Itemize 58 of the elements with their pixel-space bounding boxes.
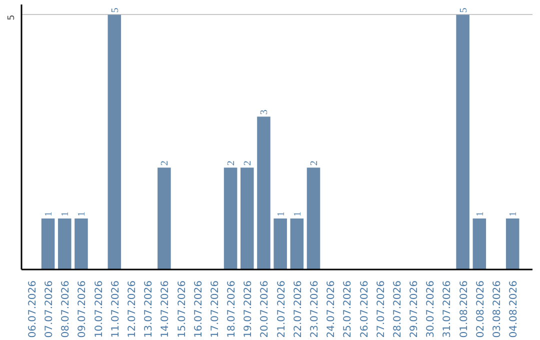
bar bbox=[158, 168, 171, 270]
data-label: 2 bbox=[242, 160, 254, 166]
x-tick-label: 31.07.2026 bbox=[442, 280, 454, 338]
x-tick-label: 30.07.2026 bbox=[426, 280, 437, 338]
x-tick-label: 21.07.2026 bbox=[276, 280, 288, 338]
bar bbox=[274, 218, 287, 270]
bar bbox=[108, 14, 122, 270]
x-tick-label: 09.07.2026 bbox=[77, 280, 88, 338]
data-label: 3 bbox=[259, 110, 270, 115]
data-label: 2 bbox=[309, 160, 320, 166]
x-tick-label: 12.07.2026 bbox=[127, 280, 138, 338]
bar bbox=[74, 218, 88, 270]
data-label: 5 bbox=[458, 8, 470, 13]
data-label: 5 bbox=[110, 8, 121, 13]
x-tick-label: 29.07.2026 bbox=[409, 280, 420, 338]
x-tick-label: 23.07.2026 bbox=[310, 280, 320, 338]
data-label: 1 bbox=[44, 212, 55, 217]
data-label: 1 bbox=[60, 212, 72, 217]
x-tick-label: 19.07.2026 bbox=[243, 280, 254, 338]
x-tick-label: 20.07.2026 bbox=[260, 280, 271, 338]
bar bbox=[472, 218, 486, 270]
bar bbox=[257, 116, 270, 270]
x-tick-label: 07.07.2026 bbox=[44, 280, 56, 338]
x-tick-label: 26.07.2026 bbox=[359, 280, 370, 338]
x-tick-label: 04.08.2026 bbox=[508, 280, 520, 338]
x-tick-label: 10.07.2026 bbox=[94, 280, 105, 338]
x-tick-label: 01.08.2026 bbox=[458, 280, 470, 338]
bar bbox=[506, 218, 520, 270]
x-tick-label: 08.07.2026 bbox=[60, 280, 72, 338]
x-tick-label: 27.07.2026 bbox=[376, 280, 387, 338]
x-tick-label: 16.07.2026 bbox=[193, 280, 204, 338]
data-label: 1 bbox=[76, 212, 88, 217]
x-tick-label: 28.07.2026 bbox=[392, 280, 404, 338]
x-tick-label: 06.07.2026 bbox=[27, 280, 38, 338]
bar bbox=[290, 218, 304, 270]
x-tick-label: 22.07.2026 bbox=[292, 280, 304, 338]
bar bbox=[306, 168, 320, 270]
bar bbox=[456, 14, 470, 270]
data-label: 1 bbox=[474, 212, 486, 217]
x-tick-label: 11.07.2026 bbox=[110, 280, 122, 338]
data-label: 2 bbox=[226, 160, 238, 166]
bar bbox=[224, 168, 238, 270]
bar bbox=[58, 218, 72, 270]
x-tick-label: 13.07.2026 bbox=[144, 280, 155, 338]
x-tick-label: 17.07.2026 bbox=[210, 280, 221, 338]
x-tick-label: 25.07.2026 bbox=[342, 280, 354, 338]
x-tick-label: 03.08.2026 bbox=[492, 280, 503, 338]
bar bbox=[41, 218, 55, 270]
x-tick-label: 18.07.2026 bbox=[226, 280, 238, 338]
data-label: 1 bbox=[508, 212, 520, 217]
data-label: 1 bbox=[276, 212, 287, 217]
data-label: 1 bbox=[292, 212, 304, 217]
x-tick-label: 14.07.2026 bbox=[160, 280, 172, 338]
x-tick-label: 24.07.2026 bbox=[326, 280, 338, 338]
x-tick-label: 15.07.2026 bbox=[176, 280, 188, 338]
bar bbox=[240, 168, 254, 270]
data-label: 2 bbox=[160, 160, 171, 166]
x-tick-label: 02.08.2026 bbox=[475, 280, 486, 338]
